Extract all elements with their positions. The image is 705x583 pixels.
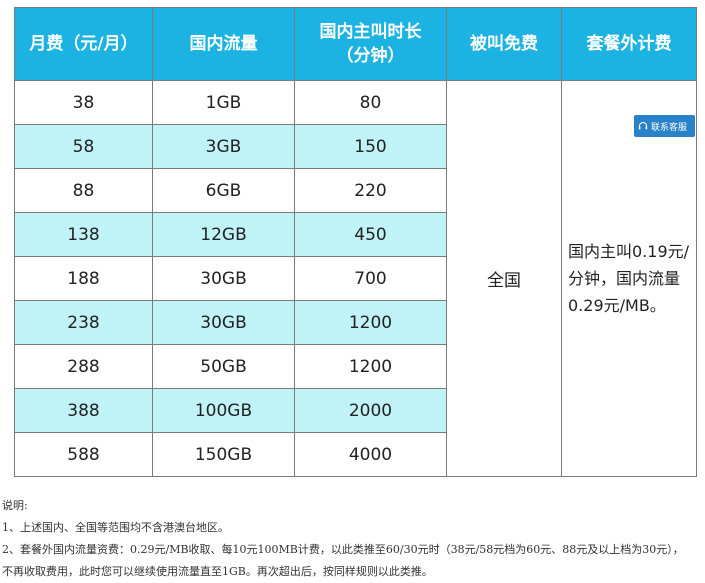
table-row: 588 150GB 4000	[14, 432, 697, 477]
data-cell: 100GB	[152, 388, 295, 433]
header-incoming-free: 被叫免费	[446, 7, 562, 81]
data-cell: 150GB	[152, 432, 295, 477]
notes-title: 说明:	[2, 499, 28, 512]
notes-section: 说明: 1、上述国内、全国等范围均不含港澳台地区。 2、套餐外国内流量资费：0.…	[2, 495, 705, 583]
fee-cell: 388	[14, 388, 153, 433]
minutes-cell: 4000	[294, 432, 447, 477]
table-row: 238 30GB 1200	[14, 300, 697, 345]
header-row: 月费（元/月） 国内流量 国内主叫时长 （分钟） 被叫免费 套餐外计费	[14, 7, 697, 81]
minutes-cell: 700	[294, 256, 447, 301]
header-domestic-data: 国内流量	[152, 7, 295, 81]
minutes-cell: 2000	[294, 388, 447, 433]
data-cell: 1GB	[152, 80, 295, 125]
table-row: 88 6GB 220	[14, 168, 697, 213]
table-row: 38 1GB 80 全国 国内主叫0.19元/分钟，国内流量0.29元/MB。	[14, 80, 697, 477]
notes-line-1: 1、上述国内、全国等范围均不含港澳台地区。	[2, 521, 229, 534]
minutes-cell: 220	[294, 168, 447, 213]
table-row: 188 30GB 700	[14, 256, 697, 301]
data-cell: 12GB	[152, 212, 295, 257]
data-cell: 6GB	[152, 168, 295, 213]
minutes-cell: 1200	[294, 300, 447, 345]
table-row: 288 50GB 1200	[14, 344, 697, 389]
header-call-minutes-line2: （分钟）	[336, 46, 405, 66]
fee-cell: 238	[14, 300, 153, 345]
data-cell: 50GB	[152, 344, 295, 389]
fee-cell: 188	[14, 256, 153, 301]
table-row: 388 100GB 2000	[14, 388, 697, 433]
customer-service-label: 联系客服	[651, 122, 688, 133]
plan-table: 月费（元/月） 国内流量 国内主叫时长 （分钟） 被叫免费 套餐外计费 38 1G…	[14, 7, 697, 477]
table-row: 138 12GB 450	[14, 212, 697, 257]
minutes-cell: 80	[294, 80, 447, 125]
fee-cell: 588	[14, 432, 153, 477]
overage-cell: 国内主叫0.19元/分钟，国内流量0.29元/MB。	[561, 80, 697, 477]
minutes-cell: 150	[294, 124, 447, 169]
fee-cell: 288	[14, 344, 153, 389]
header-monthly-fee: 月费（元/月）	[14, 7, 153, 81]
incoming-free-cell: 全国	[446, 80, 562, 477]
header-call-minutes: 国内主叫时长 （分钟）	[294, 7, 447, 81]
data-cell: 3GB	[152, 124, 295, 169]
table-row: 58 3GB 150	[14, 124, 697, 169]
fee-cell: 38	[14, 80, 153, 125]
fee-cell: 138	[14, 212, 153, 257]
header-call-minutes-line1: 国内主叫时长	[319, 22, 422, 42]
fee-cell: 88	[14, 168, 153, 213]
notes-line-2: 2、套餐外国内流量资费：0.29元/MB收取、每10元100MB计费，以此类推至…	[2, 543, 684, 556]
data-cell: 30GB	[152, 256, 295, 301]
data-cell: 30GB	[152, 300, 295, 345]
headset-icon	[638, 121, 648, 131]
header-overage: 套餐外计费	[561, 7, 697, 81]
minutes-cell: 450	[294, 212, 447, 257]
fee-cell: 58	[14, 124, 153, 169]
notes-line-3: 不再收取费用，此时您可以继续使用流量直至1GB。再次超出后，按同样规则以此类推。	[2, 565, 433, 578]
customer-service-button[interactable]: 联系客服	[634, 115, 695, 137]
minutes-cell: 1200	[294, 344, 447, 389]
